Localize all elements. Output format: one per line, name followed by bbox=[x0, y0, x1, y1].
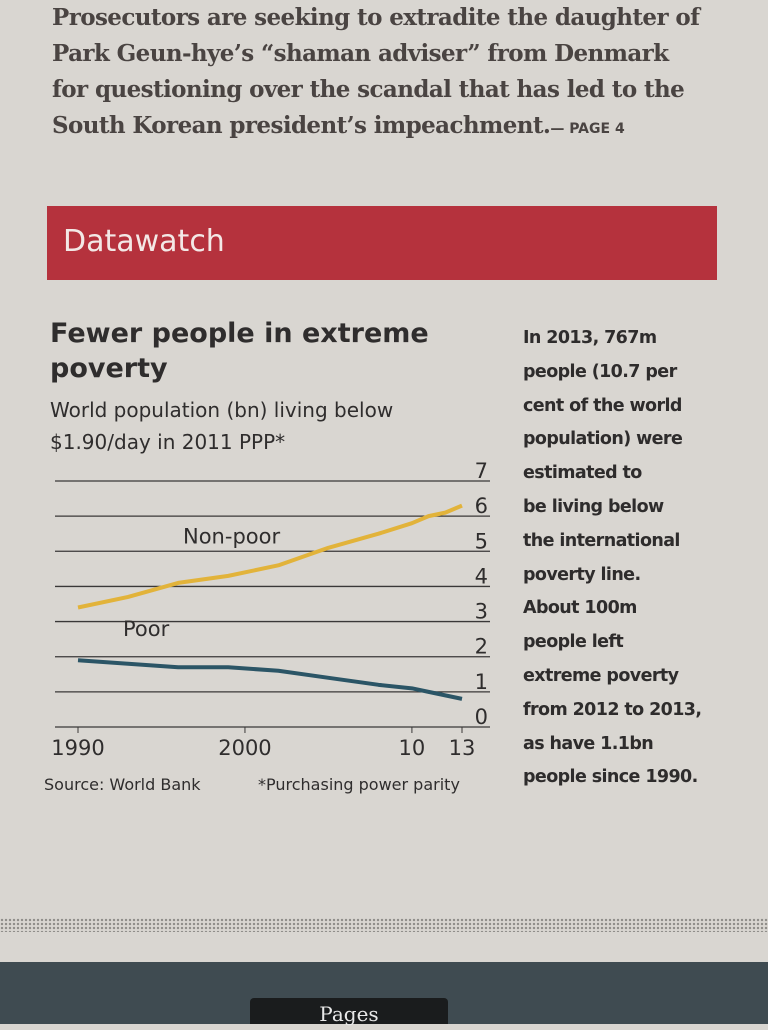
sidebar-line: people left bbox=[523, 632, 624, 653]
y-tick-label: 3 bbox=[475, 600, 488, 624]
sidebar: In 2013, 767m people (10.7 per cent of the… bbox=[523, 322, 733, 795]
series-label: Poor bbox=[123, 617, 170, 641]
article-text: South Korean president’s impeachment. bbox=[52, 112, 551, 139]
sidebar-line: About 100m bbox=[523, 598, 637, 619]
banner-title: Datawatch bbox=[63, 224, 225, 259]
sidebar-line: as have 1.1bn bbox=[523, 733, 654, 754]
chart-subtitle: $1.90/day in 2011 PPP* bbox=[50, 430, 285, 454]
section-banner: Datawatch bbox=[47, 206, 717, 280]
page-ref: — PAGE 4 bbox=[550, 121, 625, 137]
sidebar-line: extreme poverty bbox=[523, 665, 679, 686]
pages-button[interactable]: Pages bbox=[250, 998, 448, 1026]
sidebar-line: cent of the world bbox=[523, 395, 682, 416]
article-line: South Korean president’s impeachment.— P… bbox=[52, 108, 742, 147]
article-line: for questioning over the scandal that ha… bbox=[52, 76, 685, 103]
sidebar-line: be living below bbox=[523, 496, 664, 517]
y-tick-label: 4 bbox=[475, 564, 488, 588]
y-tick-label: 0 bbox=[475, 705, 488, 729]
x-tick-label: 2000 bbox=[218, 736, 271, 760]
sidebar-line: from 2012 to 2013, bbox=[523, 699, 702, 720]
sidebar-line: the international bbox=[523, 530, 680, 551]
series-label: Non-poor bbox=[183, 525, 280, 549]
x-tick-label: 10 bbox=[399, 736, 426, 760]
chart-subtitle: World population (bn) living below bbox=[50, 398, 393, 422]
article-line: Park Geun-hye’s “shaman adviser” from De… bbox=[52, 40, 669, 67]
footnote: *Purchasing power parity bbox=[258, 775, 460, 794]
source: Source: World Bank bbox=[44, 775, 201, 794]
article-line: Prosecutors are seeking to extradite the… bbox=[52, 4, 700, 31]
chart: Fewer people in extreme poverty World po… bbox=[44, 318, 490, 794]
sidebar-line: In 2013, 767m bbox=[523, 328, 657, 348]
series-line bbox=[77, 503, 463, 610]
chart-title: Fewer people in extreme bbox=[50, 318, 429, 349]
series-line bbox=[77, 658, 463, 701]
sidebar-line: estimated to bbox=[523, 463, 642, 484]
y-tick-label: 1 bbox=[475, 670, 488, 694]
separator bbox=[0, 918, 768, 932]
sidebar-line: people (10.7 per bbox=[523, 361, 677, 382]
article: Prosecutors are seeking to extradite the… bbox=[52, 0, 742, 147]
sidebar-line: poverty line. bbox=[523, 564, 641, 585]
y-tick-label: 6 bbox=[475, 494, 488, 518]
chart-title: poverty bbox=[50, 353, 168, 384]
y-tick-label: 5 bbox=[475, 529, 488, 553]
y-tick-label: 2 bbox=[475, 635, 488, 659]
sidebar-line: population) were bbox=[523, 429, 683, 450]
y-tick-label: 7 bbox=[475, 459, 488, 483]
x-tick-label: 13 bbox=[449, 736, 476, 760]
x-tick-label: 1990 bbox=[51, 736, 104, 760]
sidebar-line: people since 1990. bbox=[523, 767, 698, 788]
